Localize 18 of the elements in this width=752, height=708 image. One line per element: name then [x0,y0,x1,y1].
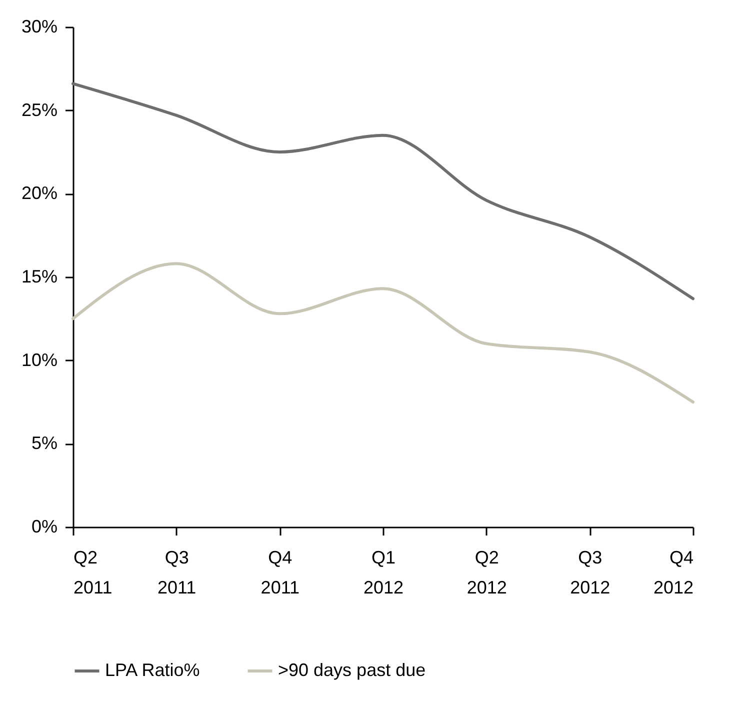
x-tick-label: Q2 2012 [466,548,507,598]
y-tick-label: 25% [21,100,58,120]
x-tick-label: Q1 2012 [363,548,404,598]
x-tick-label: Q2 2011 [74,548,112,598]
legend-label: LPA Ratio% [105,660,200,680]
x-tick-label: Q4 2012 [653,548,694,598]
y-tick-label: 0% [31,516,58,536]
y-tick-label: 5% [31,433,58,454]
y-tick-label: 15% [21,266,58,286]
y-tick-label: 10% [21,350,58,370]
legend-label: >90 days past due [278,660,426,680]
line-series [72,82,694,300]
line-series [72,262,694,404]
x-tick-label: Q3 2011 [157,548,196,598]
y-tick-label: 30% [21,16,58,36]
x-tick-label: Q3 2012 [570,548,610,598]
x-tick-label: Q4 2011 [260,548,300,598]
y-tick-label: 20% [21,183,58,204]
